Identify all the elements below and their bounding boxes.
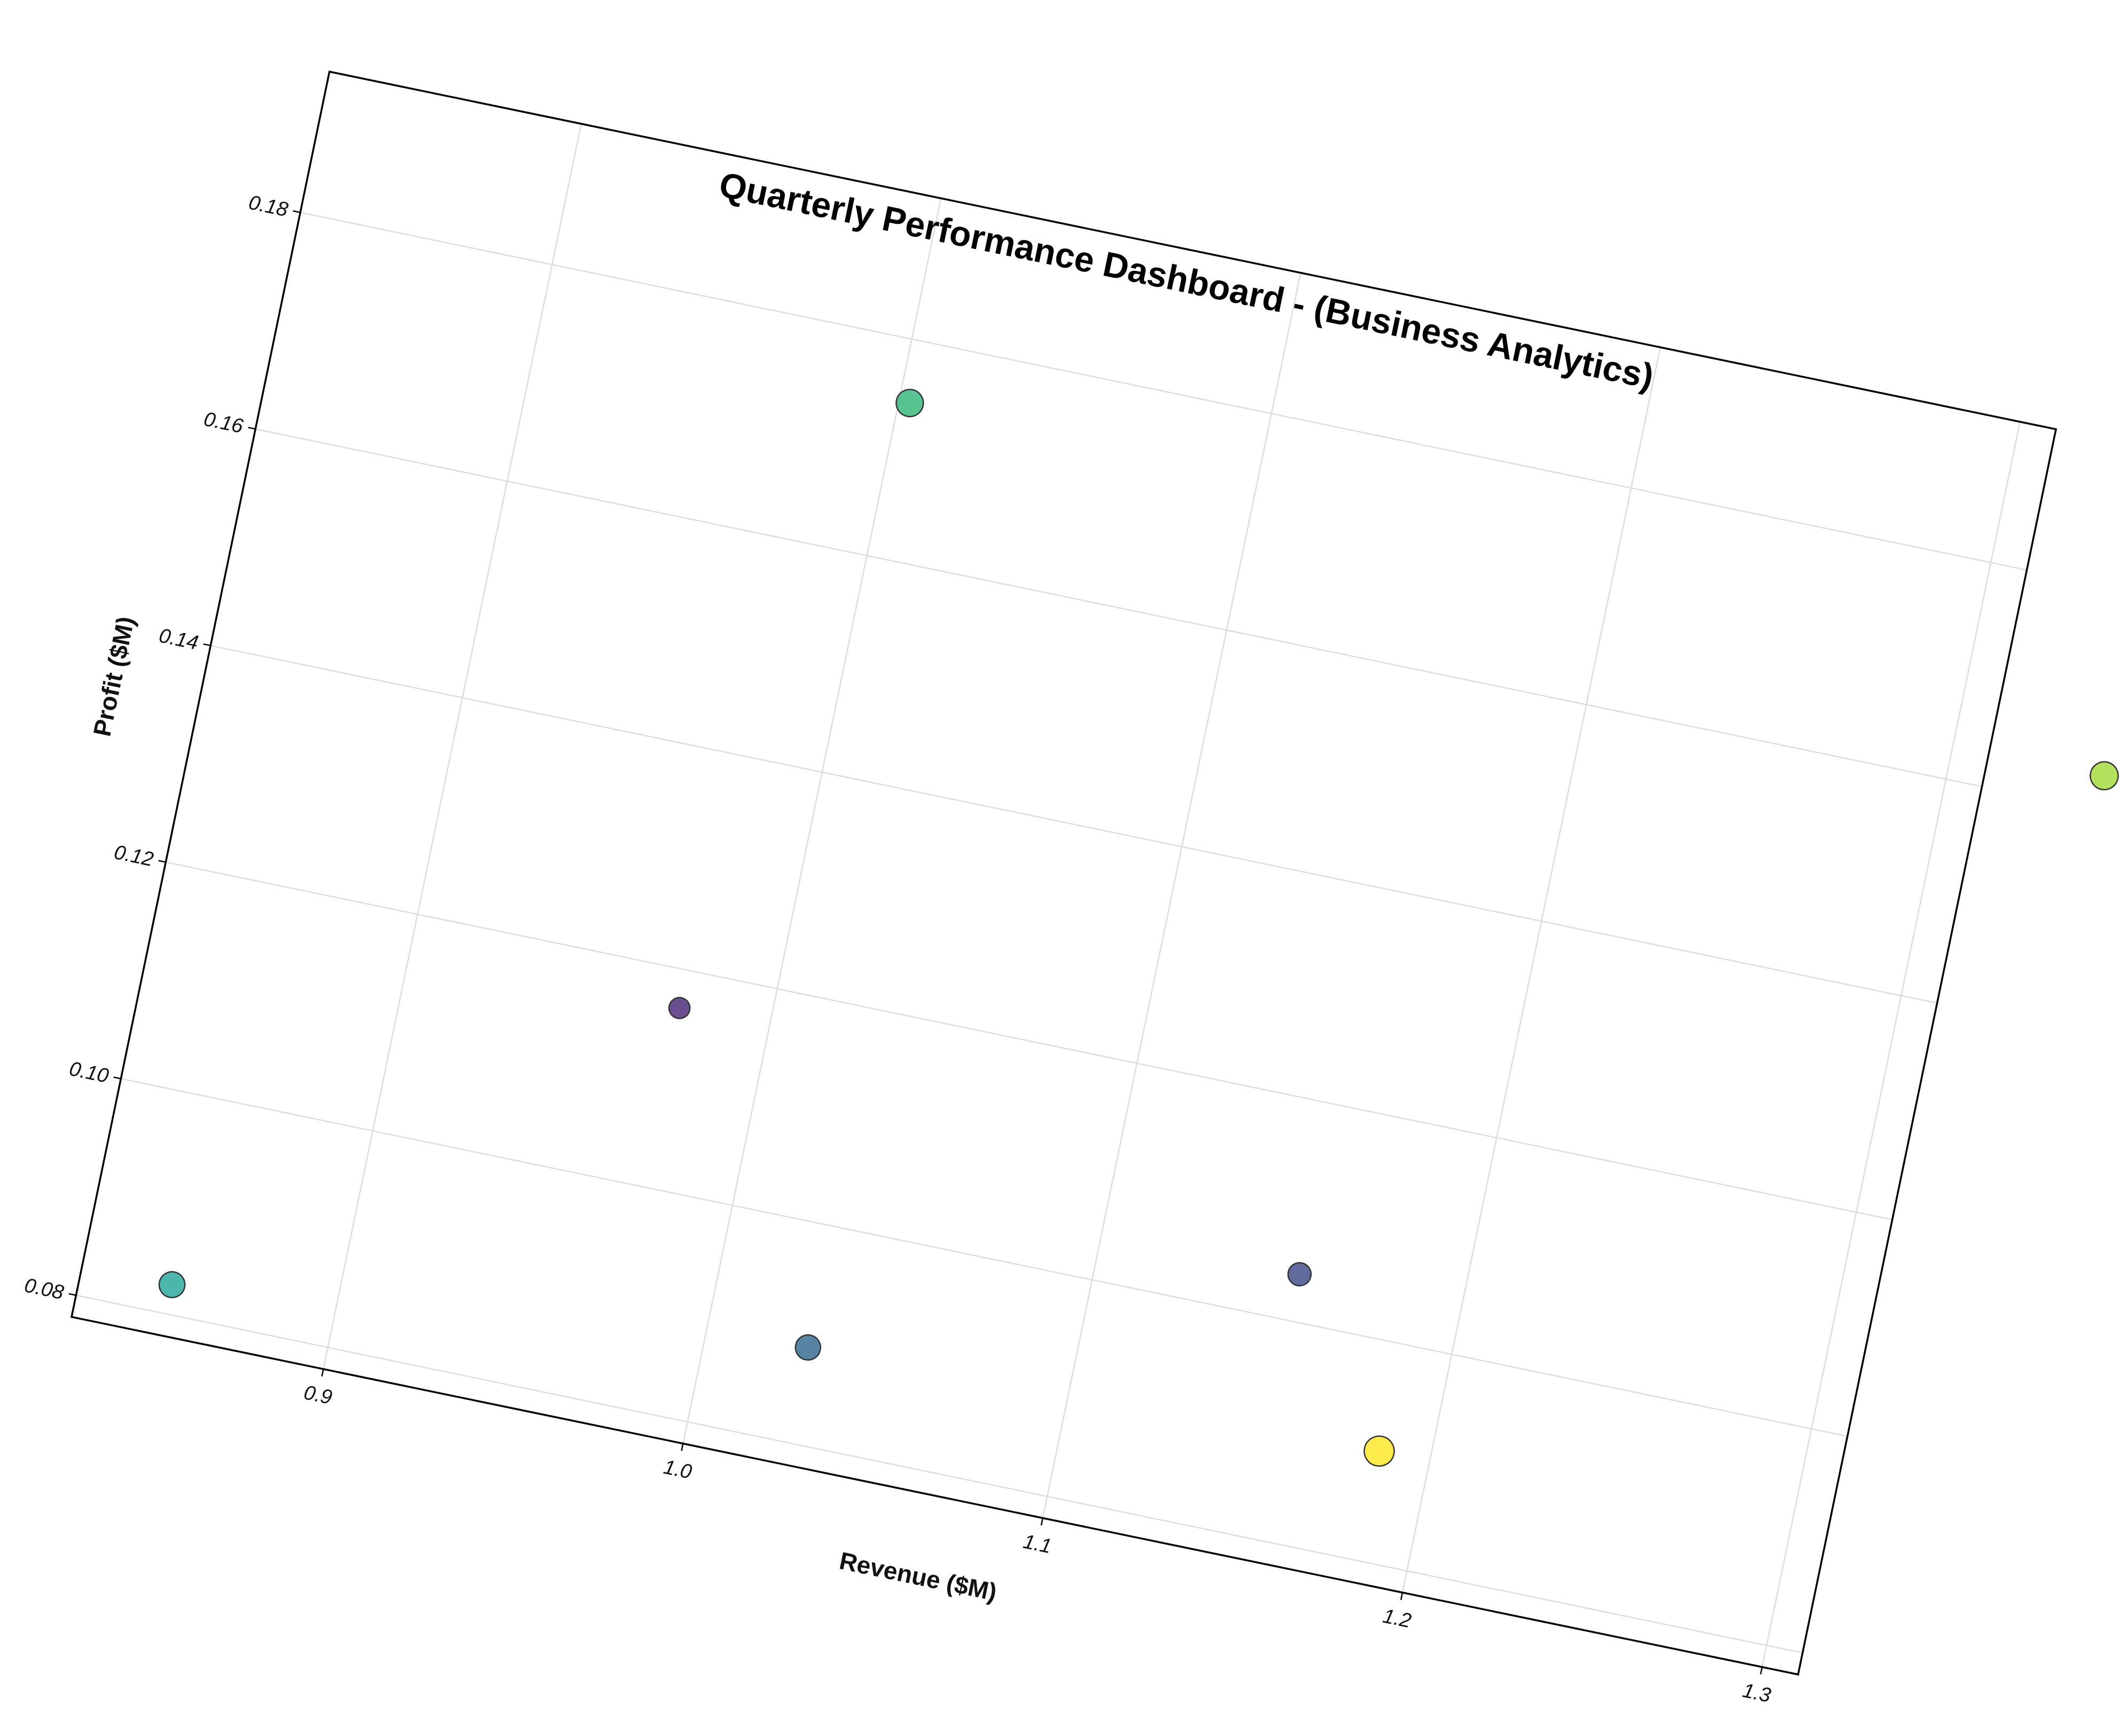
- x-grid-line: [682, 198, 942, 1444]
- tick-labels: 0.9 1.0 1.1 1.2 1.3 0.08 0.10 0.12 0.14 0.16 0.18: [22, 191, 1773, 1707]
- data-point: [1364, 1435, 1395, 1467]
- grid-lines: [76, 123, 2027, 1668]
- y-tick-label: 0.12: [112, 841, 155, 871]
- data-point: [668, 997, 691, 1019]
- plot-area: 0.91.01.11.21.30.080.100.120.140.160.18 …: [22, 71, 2119, 1707]
- y-axis-label: Profit ($M): [88, 614, 139, 738]
- x-tick-mark: [1040, 1517, 1043, 1526]
- data-point: [1287, 1262, 1312, 1287]
- y-grid-line: [121, 1078, 1848, 1437]
- x-tick-label: 0.9: [302, 1381, 334, 1409]
- chart-title: Quarterly Performance Dashboard - (Busin…: [716, 164, 1657, 396]
- x-tick-label: 1.3: [1741, 1679, 1773, 1707]
- x-axis-label: Revenue ($M): [837, 1546, 999, 1606]
- y-grid-line: [300, 212, 2027, 571]
- x-grid-line: [1761, 422, 2021, 1668]
- y-tick-mark: [158, 860, 166, 863]
- plot-frame: [70, 71, 2058, 1676]
- y-tick-label: 0.16: [202, 408, 246, 438]
- y-tick-mark: [113, 1076, 121, 1080]
- x-grid-line: [1401, 347, 1661, 1593]
- y-grid-line: [210, 644, 1937, 1004]
- y-tick-label: 0.10: [67, 1057, 111, 1087]
- y-grid-line: [255, 428, 1982, 788]
- y-tick-mark: [293, 210, 301, 213]
- x-tick-label: 1.2: [1381, 1605, 1413, 1633]
- x-grid-line: [1042, 273, 1302, 1519]
- y-tick-mark: [68, 1293, 76, 1296]
- x-tick-label: 1.0: [661, 1456, 694, 1484]
- x-tick-label: 1.1: [1021, 1530, 1053, 1558]
- x-tick-mark: [321, 1369, 324, 1377]
- y-tick-label: 0.18: [247, 191, 290, 221]
- x-tick-mark: [1400, 1592, 1404, 1600]
- x-grid-line: [322, 123, 582, 1369]
- y-grid-line: [165, 861, 1892, 1220]
- y-tick-mark: [248, 426, 256, 430]
- data-points: [158, 388, 2119, 1467]
- y-grid-line: [76, 1294, 1803, 1654]
- data-point: [895, 388, 924, 417]
- data-point: [794, 1334, 821, 1361]
- x-tick-mark: [681, 1443, 684, 1451]
- data-point: [2090, 761, 2119, 791]
- y-tick-label: 0.08: [22, 1274, 66, 1304]
- tick-marks: [68, 210, 1763, 1675]
- y-tick-mark: [203, 643, 211, 647]
- data-point: [158, 1271, 186, 1298]
- y-tick-label: 0.14: [157, 625, 200, 655]
- x-tick-mark: [1760, 1667, 1763, 1675]
